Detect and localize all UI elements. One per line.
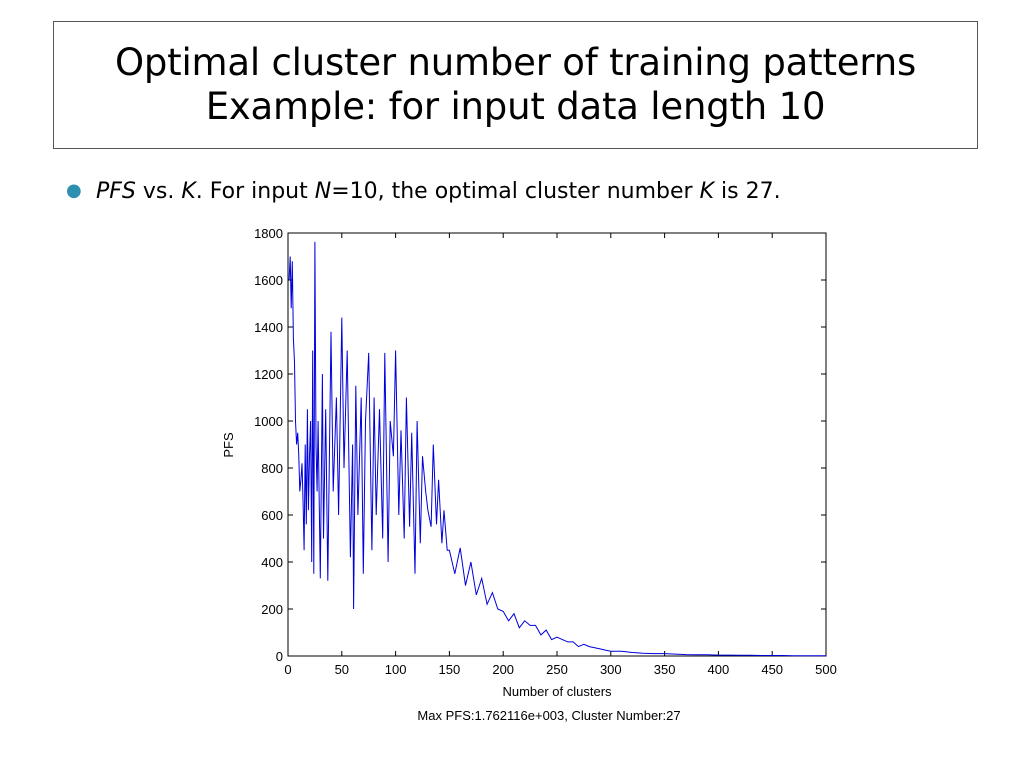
bullet-text-n: N [314,179,332,204]
x-tick-label: 0 [284,662,291,677]
y-tick-label: 1400 [254,320,283,335]
y-tick-label: 200 [261,602,283,617]
y-tick-label: 1800 [254,226,283,241]
x-tick-label: 200 [492,662,514,677]
pfs-series-line [288,241,826,657]
bullet-text-optimal: =10, the optimal cluster number [331,179,700,204]
bullet-text-k2: K [699,179,715,204]
x-tick-label: 350 [654,662,676,677]
x-tick-label: 100 [385,662,407,677]
x-tick-label: 150 [439,662,461,677]
bullet-text-k: K [181,179,196,204]
x-tick-label: 400 [708,662,730,677]
y-tick-label: 1600 [254,273,283,288]
x-axis-label: Number of clusters [502,684,612,699]
axis-ticks: 0 50 100 150 200 250 300 350 400 450 500 0 200 400 600… [254,226,837,677]
y-tick-label: 800 [261,461,283,476]
bullet-text-pfs: PFS [96,179,136,204]
pfs-chart: 0 50 100 150 200 250 300 350 400 450 500 0 200 400 600… [221,226,837,723]
x-tick-label: 500 [815,662,837,677]
bullet-point: ● PFS vs. K. For input N=10, the optimal … [66,176,781,207]
y-tick-label: 1000 [254,414,283,429]
y-tick-label: 1200 [254,367,283,382]
bullet-text-end: is 27. [714,179,781,204]
slide-title-line-2: Example: for input data length 10 [205,85,826,128]
y-tick-label: 0 [276,649,283,664]
slide-title-box: Optimal cluster number of training patte… [53,21,978,149]
x-tick-label: 300 [600,662,622,677]
y-tick-label: 600 [261,508,283,523]
y-tick-label: 400 [261,555,283,570]
chart-caption: Max PFS:1.762116e+003, Cluster Number:27 [417,708,680,723]
y-axis-label: PFS [221,432,236,458]
x-tick-label: 50 [335,662,349,677]
x-tick-label: 250 [546,662,568,677]
slide-title-line-1: Optimal cluster number of training patte… [114,41,917,84]
bullet-text-for-input: . For input [195,179,315,204]
x-tick-label: 450 [761,662,783,677]
plot-area [287,232,827,657]
bullet-dot-icon: ● [66,180,82,201]
bullet-text-vs: vs. [135,179,182,204]
